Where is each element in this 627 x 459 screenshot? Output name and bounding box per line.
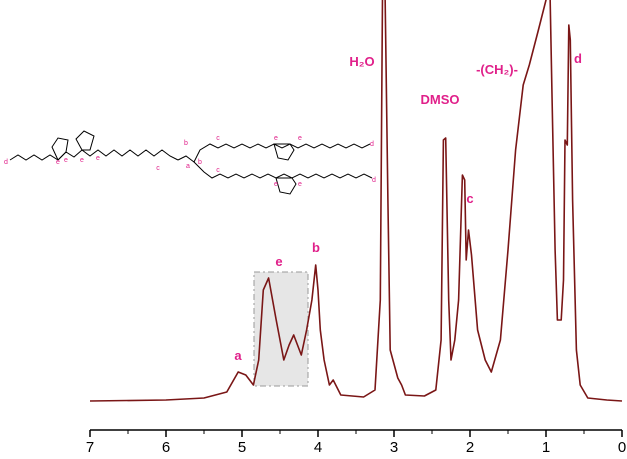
ring [275,177,297,195]
structure-label: e [298,135,302,142]
chain [193,161,373,179]
structure-label: d [372,177,376,184]
x-tick-label: 1 [542,439,550,456]
x-tick-label: 3 [390,439,398,456]
structure-label: e [298,181,302,188]
structure-label: d [4,159,8,166]
structure-label: c [156,165,160,172]
x-tick-label: 2 [466,439,474,456]
peak-label: c [466,191,473,206]
x-tick-label: 0 [618,439,626,456]
chain [9,149,179,161]
structure-label: e [64,157,68,164]
structure-label: a [186,163,190,170]
structure-label: b [198,159,202,166]
ring [51,137,69,161]
peak-label: a [234,348,242,363]
structure [9,130,373,195]
spectrum-line [89,0,623,402]
structure-label: e [96,155,100,162]
peak-label: b [312,240,320,255]
structure-label: e [80,157,84,164]
structure-label: c [216,167,220,174]
x-tick-label: 6 [162,439,170,456]
structure-label: b [184,140,188,147]
peak-label: e [275,254,282,269]
x-tick-label: 4 [314,439,322,456]
structure-label: e [274,181,278,188]
peak-label: H₂O [349,54,374,69]
chain [177,143,371,163]
x-tick-label: 7 [86,439,94,456]
structure-label: e [56,159,60,166]
x-tick-label: 5 [238,439,246,456]
structure-label: c [216,135,220,142]
peak-label: DMSO [421,92,460,107]
structure-label: e [274,135,278,142]
highlight-region [253,271,309,387]
structure-label: d [370,141,374,148]
ring [273,143,295,161]
ring [75,130,95,151]
peak-label: -(CH₂)- [476,62,518,77]
peak-label: d [574,51,582,66]
